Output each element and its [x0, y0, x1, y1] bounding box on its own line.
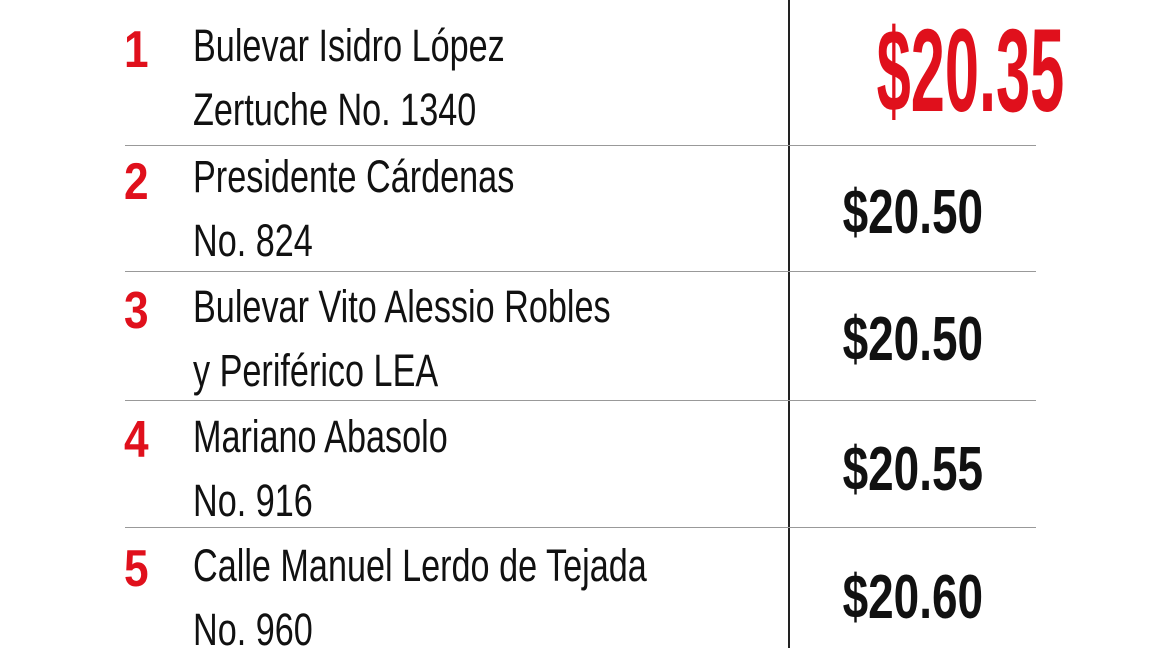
row-divider [125, 145, 1036, 146]
table-row: 2 Presidente Cárdenas No. 824 $20.50 [0, 130, 1152, 266]
column-divider [788, 0, 790, 648]
table-row: 5 Calle Manuel Lerdo de Tejada No. 960 $2… [0, 517, 1152, 655]
address: Mariano Abasolo No. 916 [193, 411, 448, 526]
address: Bulevar Vito Alessio Robles y Periférico … [193, 281, 611, 396]
price: $20.60 [842, 563, 984, 632]
rank-number: 1 [124, 21, 149, 79]
table-row: 1 Bulevar Isidro López Zertuche No. 1340 … [0, 0, 1152, 137]
rank-number: 2 [124, 153, 149, 211]
address: Presidente Cárdenas No. 824 [193, 151, 515, 266]
rank-number: 3 [124, 282, 149, 340]
price: $20.55 [842, 435, 984, 504]
table-row: 4 Mariano Abasolo No. 916 $20.55 [0, 388, 1152, 526]
price: $20.50 [842, 305, 984, 374]
price: $20.50 [842, 178, 984, 247]
address: Bulevar Isidro López Zertuche No. 1340 [193, 20, 505, 135]
row-divider [125, 527, 1036, 528]
price-lowest: $20.35 [876, 5, 1065, 137]
address: Calle Manuel Lerdo de Tejada No. 960 [193, 540, 647, 655]
row-divider [125, 271, 1036, 272]
rank-number: 5 [124, 540, 149, 598]
row-divider [125, 400, 1036, 401]
table-row: 3 Bulevar Vito Alessio Robles y Periféric… [0, 259, 1152, 396]
rank-number: 4 [124, 411, 149, 469]
